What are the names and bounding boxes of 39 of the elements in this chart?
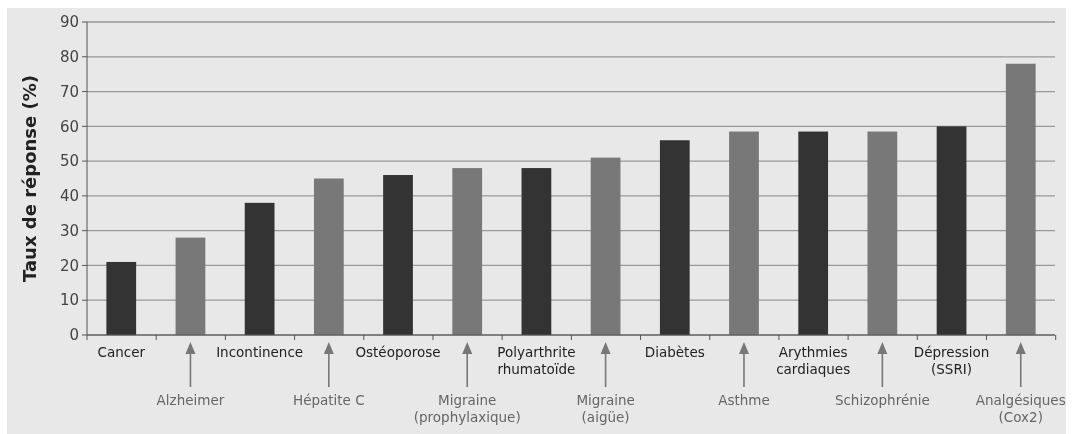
bar xyxy=(798,131,829,335)
x-tick-label: Polyarthrite rhumatoïde xyxy=(497,344,576,377)
x-tick-label: Migraine (prophylaxique) xyxy=(413,392,521,425)
x-tick-label: Arythmies cardiaques xyxy=(776,344,851,377)
y-tick-label: 10 xyxy=(59,291,79,310)
y-tick-label: 40 xyxy=(59,187,79,206)
bar xyxy=(244,202,275,335)
y-axis-title: Taux de réponse (%) xyxy=(19,75,40,282)
x-tick-label: Analgésiques (Cox2) xyxy=(975,392,1066,425)
bar xyxy=(1005,63,1036,335)
bar xyxy=(175,237,206,335)
bar xyxy=(452,168,483,335)
bar xyxy=(659,140,690,335)
y-tick-label: 50 xyxy=(59,152,79,171)
bar xyxy=(729,131,759,335)
x-tick-label: Dépression (SSRI) xyxy=(913,344,990,377)
y-tick-label: 20 xyxy=(59,256,79,275)
bar xyxy=(106,261,137,335)
x-tick-label: Asthme xyxy=(718,392,770,408)
bar xyxy=(936,126,967,335)
x-tick-label: Alzheimer xyxy=(156,392,225,408)
x-tick-label: Hépatite C xyxy=(292,392,365,408)
y-tick-label: 60 xyxy=(59,117,79,136)
y-tick-label: 70 xyxy=(59,82,79,101)
bar xyxy=(383,175,413,335)
y-tick-label: 80 xyxy=(59,48,79,67)
bar xyxy=(867,131,898,335)
y-tick-label: 0 xyxy=(69,326,79,345)
bar xyxy=(313,178,344,335)
x-tick-label: Schizophrénie xyxy=(834,392,930,408)
x-tick-label: Migraine (aigüe) xyxy=(576,392,635,425)
y-tick-label: 30 xyxy=(59,221,79,240)
x-tick-label: Ostéoporose xyxy=(355,344,441,360)
bar xyxy=(521,168,552,335)
bar xyxy=(590,157,621,335)
x-tick-label: Diabètes xyxy=(644,344,705,360)
x-tick-label: Incontinence xyxy=(216,344,304,360)
y-tick-label: 90 xyxy=(59,13,79,32)
x-tick-label: Cancer xyxy=(97,344,146,360)
